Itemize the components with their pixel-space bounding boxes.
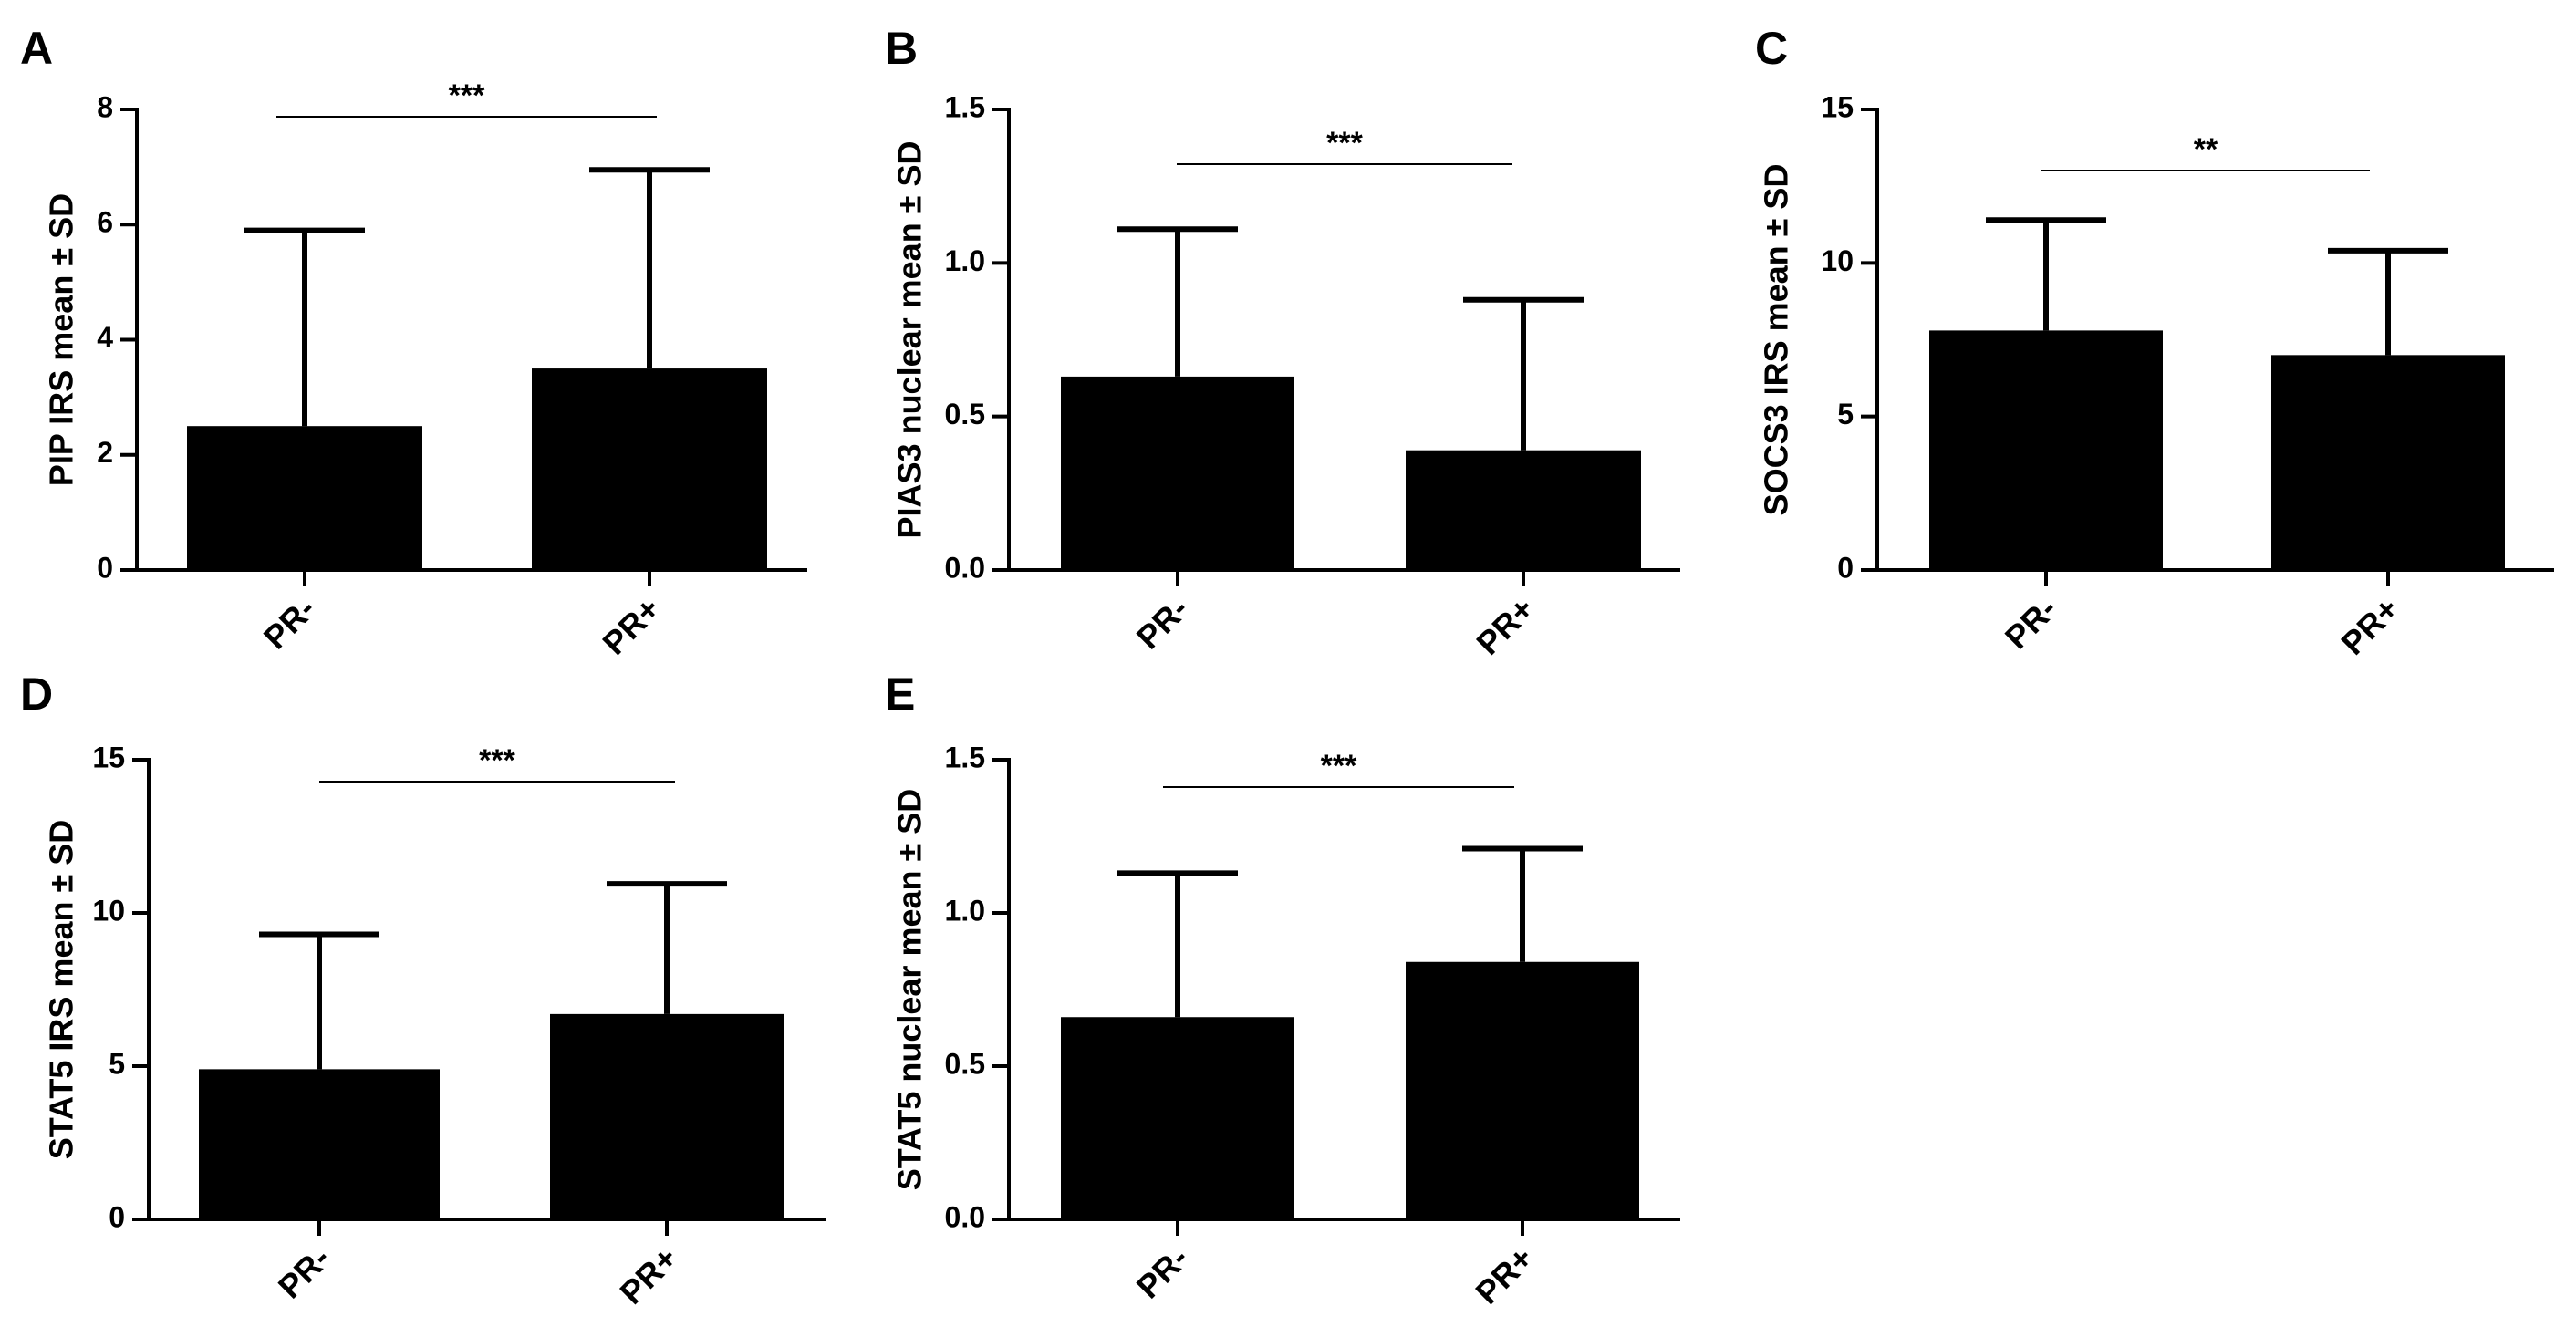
y-tick-label: 1.0 (945, 894, 985, 927)
y-tick-label: 5 (1837, 398, 1854, 430)
x-category-label: PR+ (1469, 590, 1541, 662)
y-tick-label: 1.5 (945, 741, 985, 773)
bar-prplus (550, 1013, 784, 1219)
panel-letter: A (20, 23, 53, 74)
y-tick-label: 0 (97, 551, 113, 584)
x-category-label: PR- (271, 1239, 338, 1306)
y-axis-label: STAT5 nuclear mean ± SD (891, 789, 929, 1191)
y-tick-label: 15 (92, 741, 125, 773)
y-tick-label: 0.0 (945, 551, 985, 584)
y-tick-label: 5 (109, 1047, 125, 1080)
x-category-label: PR+ (595, 590, 667, 662)
x-category-label: PR- (1129, 590, 1196, 657)
x-category-label: PR+ (2333, 590, 2405, 662)
panel-a: A PIP IRS mean ± SD 0 2 4 6 8 PR- PR+ *** (20, 23, 807, 662)
panel-letter: C (1755, 23, 1788, 74)
y-tick-label: 2 (97, 436, 113, 469)
panel-letter: B (885, 23, 918, 74)
y-tick-label: 0.5 (945, 398, 985, 430)
y-axis-label: SOCS3 IRS mean ± SD (1758, 164, 1795, 516)
bar-prminus (1061, 1017, 1294, 1219)
y-tick-label: 4 (97, 321, 113, 354)
y-tick-label: 8 (97, 90, 113, 123)
x-category-label: PR- (1129, 1239, 1196, 1306)
y-tick-label: 1.0 (945, 244, 985, 277)
y-tick-label: 15 (1821, 90, 1854, 123)
x-category-label: PR+ (1468, 1239, 1540, 1311)
significance-stars: *** (479, 743, 515, 778)
significance-stars: ** (2194, 132, 2218, 167)
y-tick-label: 10 (92, 894, 125, 927)
x-category-label: PR+ (612, 1239, 684, 1311)
y-tick-label: 1.5 (945, 90, 985, 123)
bar-prminus (187, 426, 422, 570)
y-tick-label: 6 (97, 206, 113, 239)
significance-stars: *** (1321, 749, 1357, 783)
bar-prplus (1406, 450, 1641, 570)
y-axis-label: PIP IRS mean ± SD (43, 193, 80, 486)
y-axis-label: PIAS3 nuclear mean ± SD (891, 141, 929, 539)
bar-prminus (1929, 330, 2163, 570)
panel-b: B PIAS3 nuclear mean ± SD 0.0 0.5 1.0 1.5 PR- P… (885, 23, 1680, 662)
panel-e: E STAT5 nuclear mean ± SD 0.0 0.5 1.0 1.5 PR- P… (885, 668, 1680, 1311)
bar-prplus (532, 368, 767, 570)
y-tick-label: 0.5 (945, 1047, 985, 1080)
y-tick-label: 0.0 (945, 1200, 985, 1233)
y-tick-label: 0 (109, 1200, 125, 1233)
bar-prplus (1406, 961, 1639, 1219)
panel-d: D STAT5 IRS mean ± SD 0 5 10 15 PR- PR+ *** (20, 668, 826, 1311)
significance-stars: *** (1326, 126, 1363, 161)
y-tick-label: 0 (1837, 551, 1854, 584)
y-axis-label: STAT5 IRS mean ± SD (43, 820, 80, 1160)
panel-letter: E (885, 668, 915, 720)
bar-prplus (2271, 355, 2505, 570)
x-category-label: PR- (256, 590, 323, 657)
significance-stars: *** (449, 78, 485, 113)
bar-prminus (199, 1069, 440, 1219)
x-category-label: PR- (1998, 590, 2064, 657)
y-tick-label: 10 (1821, 244, 1854, 277)
bar-prminus (1061, 376, 1294, 570)
panel-c: C SOCS3 IRS mean ± SD 0 5 10 15 PR- PR+ ** (1755, 23, 2554, 662)
panel-letter: D (20, 668, 53, 720)
